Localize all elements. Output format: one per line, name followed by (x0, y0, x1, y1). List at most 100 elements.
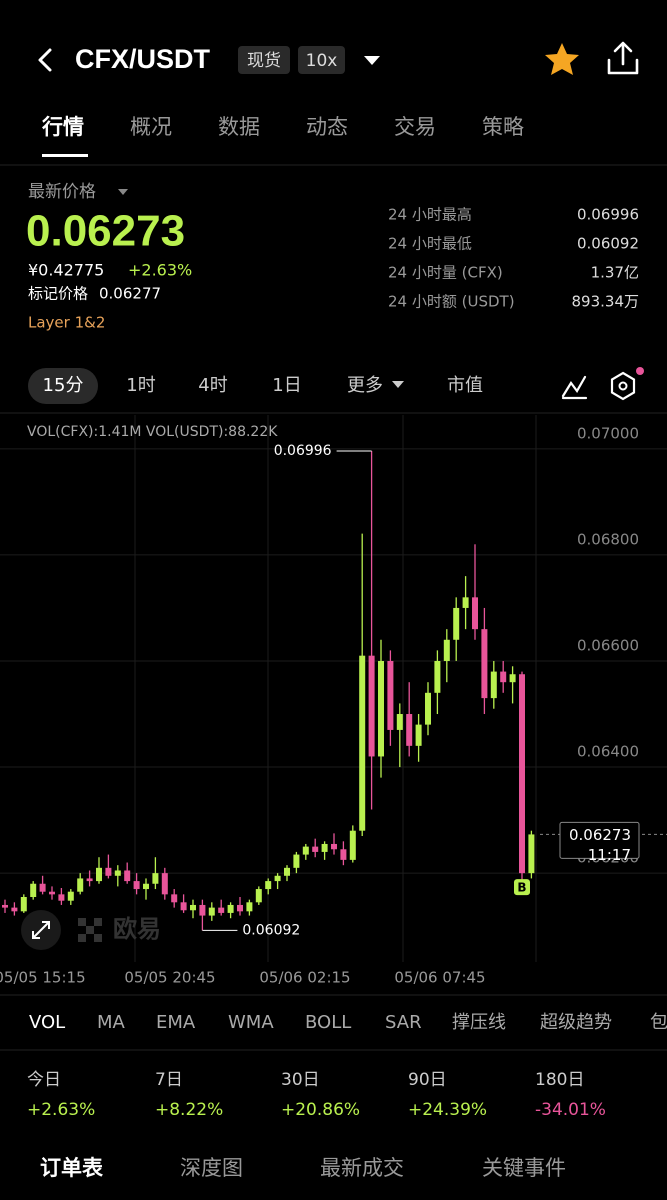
favorite-star[interactable] (545, 43, 579, 75)
settings-icon-center (618, 381, 628, 391)
settings-icon[interactable] (610, 371, 636, 401)
tab[interactable]: 概况 (130, 115, 172, 139)
candle-body (293, 854, 300, 868)
candle-body (161, 873, 168, 895)
candle-body (218, 907, 225, 913)
candle-body (265, 881, 272, 890)
stat-label: 24 小时最高 (388, 206, 472, 224)
timeframe[interactable]: 更多 (347, 375, 383, 396)
indicator[interactable]: VOL (29, 1012, 65, 1033)
mark-price-label: 标记价格 (28, 285, 88, 303)
timeframe-pill (28, 368, 98, 404)
price-change: +2.63% (128, 261, 192, 280)
timeframe[interactable]: 4时 (198, 375, 227, 396)
stat-label: 24 小时量 (CFX) (388, 264, 503, 282)
mark-price: 0.06277 (99, 285, 161, 303)
candle-body (500, 671, 507, 683)
tab[interactable]: 行情 (41, 115, 84, 139)
watermark-logo (78, 918, 102, 942)
y-tick-label: 0.06800 (577, 530, 639, 548)
candle-body (519, 674, 525, 874)
candle-body (39, 883, 46, 892)
candle-body (359, 655, 366, 831)
candle-body (20, 897, 27, 912)
tab[interactable]: 动态 (306, 115, 348, 139)
bottom-tab[interactable]: 深度图 (180, 1156, 243, 1180)
expand-icon (32, 921, 50, 939)
candle-body (509, 674, 516, 683)
candle-body (340, 849, 347, 860)
tab[interactable]: 策略 (482, 115, 524, 139)
timeframe[interactable]: 1日 (272, 375, 301, 396)
candle-body (171, 894, 178, 903)
period-change: -34.01% (535, 1100, 606, 1120)
share-button[interactable] (607, 41, 639, 75)
last-price: 0.06273 (26, 207, 185, 256)
indicator[interactable]: 撑压线 (452, 1012, 506, 1033)
timeframe[interactable]: 1时 (126, 375, 155, 396)
candle-body (472, 597, 478, 630)
back-button[interactable] (38, 48, 52, 72)
pair-dropdown[interactable] (364, 56, 380, 65)
stat-value: 0.06996 (577, 206, 639, 224)
candle-body (406, 714, 413, 746)
pair-title: CFX/USDT (75, 44, 211, 74)
candle-body (396, 714, 403, 730)
indicator[interactable]: MA (97, 1012, 126, 1033)
candle-body (368, 655, 375, 757)
price-dropdown[interactable] (118, 189, 128, 195)
timeframe[interactable]: 市值 (447, 375, 483, 396)
candle-body (302, 846, 309, 855)
sector-tag: Layer 1&2 (28, 314, 105, 332)
last-price-label: 0.06273 (569, 826, 631, 844)
candle-body (58, 894, 65, 901)
candle-body (237, 904, 243, 912)
badge (298, 46, 345, 74)
period-label: 今日 (27, 1070, 61, 1090)
tab[interactable]: 交易 (394, 115, 436, 139)
candle-body (96, 867, 102, 882)
indicator[interactable]: EMA (156, 1012, 196, 1033)
tab[interactable]: 数据 (218, 115, 260, 139)
timeframe[interactable]: 15分 (43, 375, 84, 396)
bottom-tab[interactable]: 最新成交 (320, 1156, 404, 1180)
candle-body (434, 660, 441, 693)
x-tick-label: 05/05 15:15 (0, 969, 86, 987)
candle-body (425, 692, 431, 725)
candle-body (49, 891, 55, 895)
candle-body (114, 870, 121, 876)
period-label: 7日 (155, 1070, 183, 1090)
indicator[interactable]: 超级趋势 (540, 1012, 612, 1033)
badge-label: 10x (306, 51, 338, 71)
y-tick-label: 0.07000 (577, 424, 639, 442)
indicator[interactable]: SAR (385, 1012, 422, 1033)
period-label: 90日 (408, 1070, 447, 1090)
cny-price: ¥0.42775 (28, 261, 104, 280)
stat-label: 24 小时额 (USDT) (388, 293, 515, 311)
candle-body (11, 907, 18, 912)
tab-underline (42, 154, 88, 157)
candle-body (321, 843, 328, 852)
candle-body (133, 881, 140, 890)
candle-body (378, 660, 384, 757)
period-label: 30日 (281, 1070, 320, 1090)
candle-body (255, 889, 262, 903)
more-dropdown (392, 381, 404, 388)
countdown: 11:17 (588, 846, 631, 864)
candle-body (453, 607, 460, 640)
notification-dot (636, 367, 644, 375)
indicator[interactable]: 包 (650, 1012, 667, 1033)
bottom-tab[interactable]: 订单表 (40, 1156, 104, 1180)
indicator[interactable]: BOLL (305, 1012, 351, 1033)
x-tick-label: 05/06 02:15 (259, 969, 350, 987)
candle-body (86, 878, 93, 882)
high-marker-label: 0.06996 (274, 443, 332, 459)
bottom-tab[interactable]: 关键事件 (482, 1156, 566, 1180)
low-marker-label: 0.06092 (242, 922, 300, 938)
indicator-icon[interactable] (561, 375, 588, 400)
indicator[interactable]: WMA (228, 1012, 274, 1033)
candle-body (349, 830, 356, 860)
candle-body (443, 639, 450, 661)
